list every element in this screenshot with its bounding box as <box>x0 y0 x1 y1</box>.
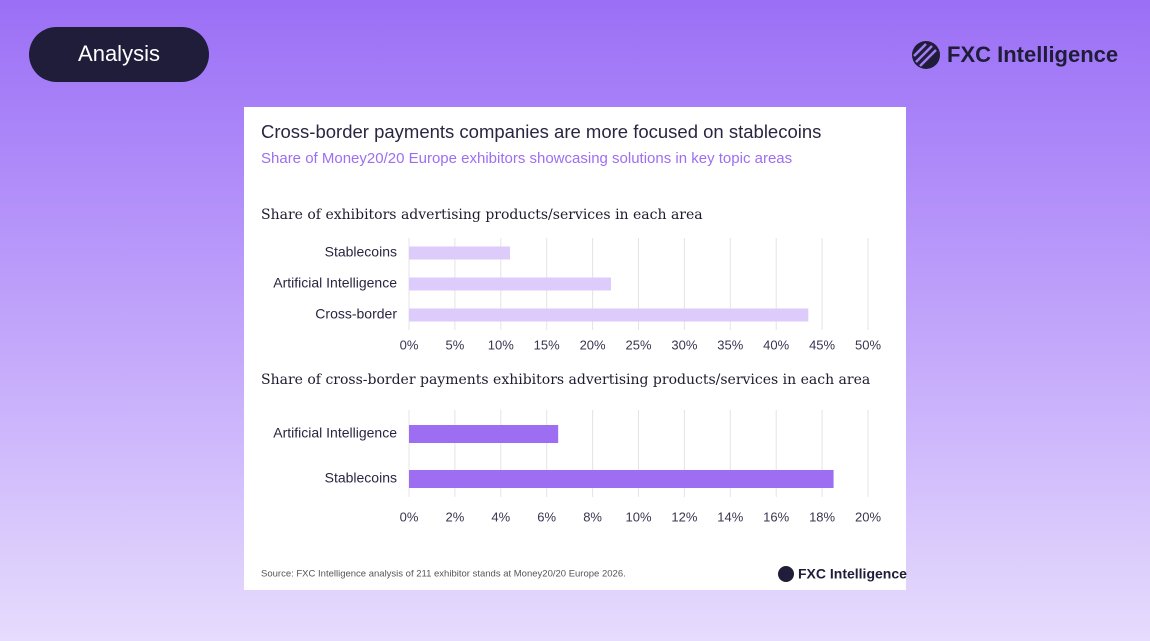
x-tick-label: 25% <box>625 337 651 352</box>
y-tick-label: Stablecoins <box>325 244 397 260</box>
bar <box>409 246 510 260</box>
badge-label[interactable]: Analysis <box>78 41 160 66</box>
bar <box>409 470 834 488</box>
x-tick-label: 2% <box>446 509 465 524</box>
x-tick-label: 6% <box>537 509 556 524</box>
x-tick-label: 0% <box>400 337 419 352</box>
x-tick-label: 14% <box>717 509 743 524</box>
bar <box>409 308 809 322</box>
logo-icon-stripes <box>913 43 937 67</box>
logo[interactable]: FXC Intelligence <box>912 41 1118 69</box>
bar <box>409 425 559 443</box>
logo-text: FXC Intelligence <box>947 42 1118 67</box>
x-tick-label: 50% <box>855 337 881 352</box>
x-tick-label: 20% <box>855 509 881 524</box>
x-tick-label: 16% <box>763 509 789 524</box>
x-tick-label: 10% <box>488 337 514 352</box>
x-tick-label: 18% <box>809 509 835 524</box>
x-tick-label: 4% <box>491 509 510 524</box>
x-tick-label: 10% <box>625 509 651 524</box>
source: Source: FXC Intelligence analysis of 211… <box>261 569 626 580</box>
badge[interactable] <box>29 27 209 82</box>
source-logo-icon <box>778 566 794 582</box>
card-title: Cross-border payments companies are more… <box>261 121 821 142</box>
chart-title: Share of cross-border payments exhibitor… <box>261 372 870 388</box>
x-tick-label: 45% <box>809 337 835 352</box>
y-tick-label: Stablecoins <box>325 470 397 486</box>
logo-icon <box>912 41 940 69</box>
y-tick-label: Artificial Intelligence <box>273 275 397 291</box>
y-tick-label: Artificial Intelligence <box>273 425 397 441</box>
x-tick-label: 12% <box>671 509 697 524</box>
source-logo: FXC Intelligence <box>798 566 907 582</box>
card <box>244 107 906 590</box>
x-tick-label: 8% <box>583 509 602 524</box>
x-tick-label: 35% <box>717 337 743 352</box>
x-tick-label: 20% <box>580 337 606 352</box>
chart-title: Share of exhibitors advertising products… <box>261 207 703 223</box>
bar <box>409 277 611 291</box>
y-tick-label: Cross-border <box>315 306 397 322</box>
x-tick-label: 0% <box>400 509 419 524</box>
x-tick-label: 5% <box>446 337 465 352</box>
x-tick-label: 30% <box>671 337 697 352</box>
card-subtitle: Share of Money20/20 Europe exhibitors sh… <box>261 150 792 167</box>
x-tick-label: 15% <box>534 337 560 352</box>
x-tick-label: 40% <box>763 337 789 352</box>
